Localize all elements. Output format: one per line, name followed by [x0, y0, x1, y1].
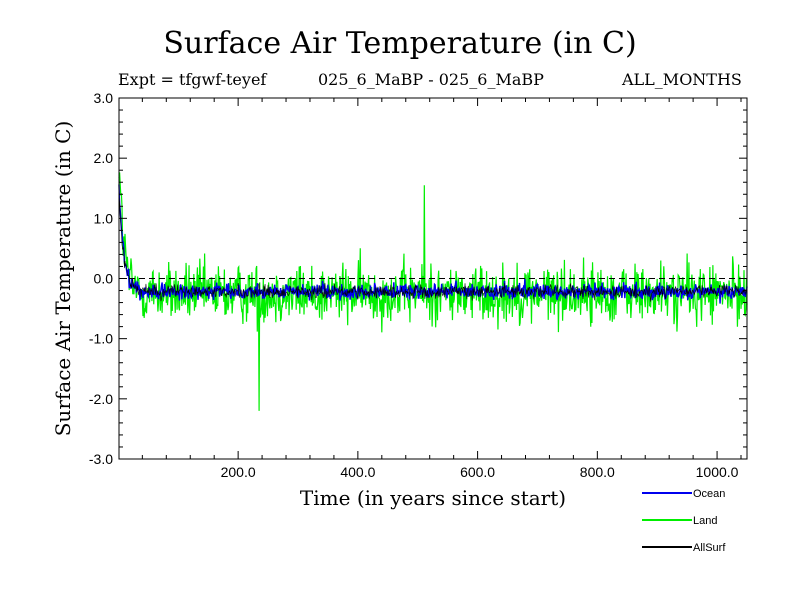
expt-label: Expt = tfgwf-teyef — [118, 70, 267, 89]
y-tick-label: 1.0 — [94, 210, 114, 226]
series-line-ocean — [118, 184, 748, 304]
x-tick-label: 800.0 — [580, 464, 615, 480]
x-tick-label: 600.0 — [460, 464, 495, 480]
legend-label-land: Land — [693, 515, 717, 527]
y-tick-label: -2.0 — [89, 391, 113, 407]
comparison-label: 025_6_MaBP - 025_6_MaBP — [318, 70, 544, 89]
y-tick-label: 2.0 — [94, 150, 114, 166]
legend-label-allsurf: AllSurf — [693, 542, 726, 554]
months-label: ALL_MONTHS — [622, 70, 742, 89]
x-tick-label: 200.0 — [221, 464, 256, 480]
y-tick-label: -3.0 — [89, 451, 113, 467]
y-axis-title: Surface Air Temperature (in C) — [51, 121, 75, 437]
x-tick-label: 400.0 — [340, 464, 375, 480]
x-tick-label: 1000.0 — [696, 464, 739, 480]
y-tick-label: 3.0 — [94, 90, 114, 106]
y-tick-label: -1.0 — [89, 331, 113, 347]
series-line-allsurf — [118, 194, 748, 302]
legend-label-ocean: Ocean — [693, 488, 725, 500]
x-axis-title: Time (in years since start) — [300, 486, 566, 510]
y-tick-label: 0.0 — [94, 271, 114, 287]
series-line-land — [118, 172, 748, 411]
chart-title: Surface Air Temperature (in C) — [163, 26, 637, 61]
